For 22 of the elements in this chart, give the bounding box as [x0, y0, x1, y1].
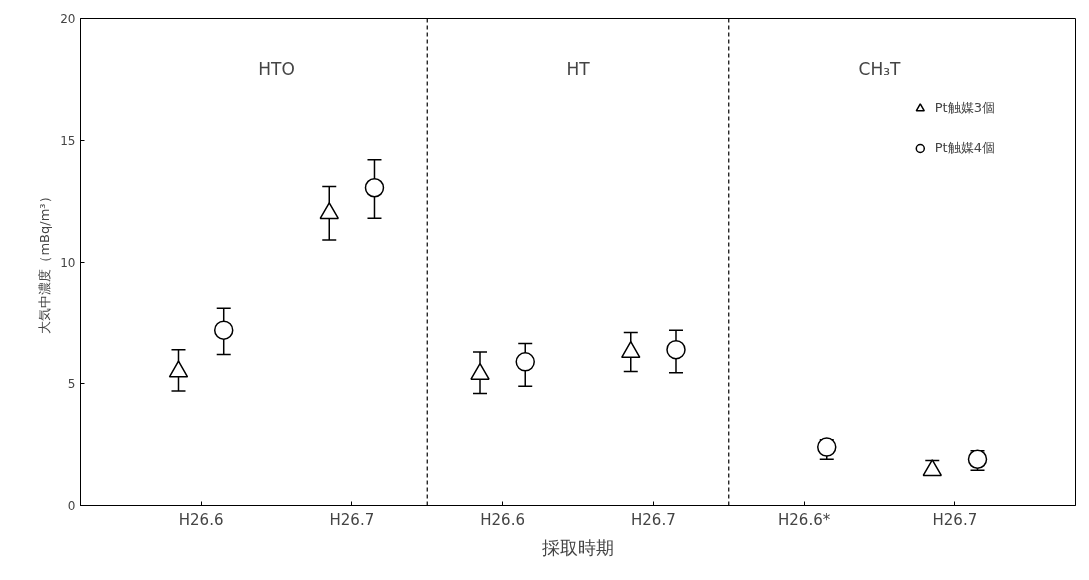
y-tick-label: 5 — [67, 377, 76, 392]
x-tick-label: H26.6 — [178, 510, 224, 529]
x-tick-label: H26.7 — [932, 510, 978, 529]
y-tick-label: 0 — [67, 499, 76, 513]
point — [364, 178, 385, 198]
x-tick-label: H26.6* — [778, 510, 831, 529]
annotation: HT — [566, 58, 591, 79]
y-tick-label: 15 — [60, 133, 76, 148]
y-tick-label: 20 — [60, 12, 76, 26]
legend-label: Pt触媒4個 — [934, 139, 995, 157]
point — [515, 352, 535, 372]
x-tick-label: H26.6 — [480, 510, 525, 529]
legend-label: Pt触媒3個 — [934, 99, 995, 117]
x-axis-title: 採取時期 — [542, 536, 614, 558]
point — [213, 320, 234, 340]
y-tick-label: 10 — [60, 255, 76, 270]
annotation: HTO — [258, 58, 295, 79]
x-tick-label: H26.7 — [329, 510, 375, 529]
y-axis-title: 大気中濃度（mBq/m³） — [37, 190, 53, 334]
annotation: CH₃T — [858, 58, 902, 79]
point — [666, 339, 686, 360]
x-tick-label: H26.7 — [631, 510, 676, 529]
